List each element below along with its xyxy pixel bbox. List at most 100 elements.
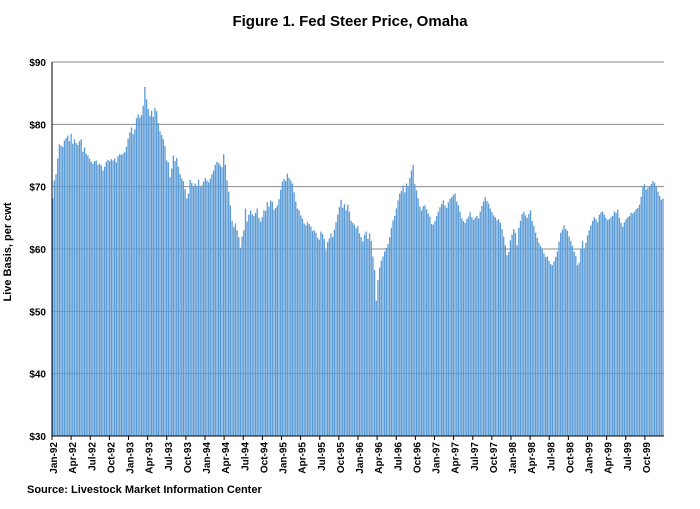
bar [660,199,662,436]
bar [476,215,478,436]
bar [313,230,315,436]
bar [496,220,498,436]
bar [130,127,133,436]
bar [100,165,102,436]
y-tick-label: $50 [29,307,46,318]
y-tick-label: $80 [29,120,46,131]
bar [296,208,299,436]
bar [378,267,381,436]
bar [430,224,433,436]
x-tick-label: Oct-97 [489,442,500,474]
bar [637,207,639,436]
bar [280,189,282,436]
bar [221,167,223,436]
bar [348,211,351,436]
bar [382,256,384,436]
bar [501,229,503,436]
bar [223,154,225,436]
bar [73,139,76,437]
bar [498,219,500,436]
bar [441,204,443,436]
bar [454,193,456,436]
bar [283,179,285,436]
bar [290,180,292,436]
x-tick-label: Jan-96 [355,442,366,474]
bar [295,201,297,436]
bar [494,217,496,436]
bar [182,181,185,436]
x-tick-label: Jan-97 [432,442,443,474]
x-tick-label: Jan-98 [508,442,519,474]
bar [622,226,624,436]
bar [392,220,394,436]
bar [68,141,71,436]
x-tick-label: Jul-94 [240,442,251,471]
bar [640,196,642,436]
y-tick-label: $40 [29,370,46,381]
bar [321,234,324,436]
bar [464,222,466,436]
x-tick-label: Jul-96 [393,442,404,471]
bar [271,201,273,436]
bar [618,217,621,436]
bar [509,240,512,436]
bar [585,242,587,436]
bar [58,144,61,436]
bar [363,234,366,436]
bar [109,161,111,437]
bar [231,220,233,436]
bar [404,192,406,436]
bar [437,211,439,436]
bar [362,241,364,436]
bar [306,222,309,436]
y-tick-labels: $30 $40 $50 $60 $70 $80 $90 [29,58,46,443]
bar [53,180,56,436]
bar [628,215,631,436]
y-tick-label: $90 [29,58,46,69]
bar [125,146,128,436]
x-tick-label: Jan-94 [202,442,213,474]
bar [63,140,66,437]
bar [259,221,262,436]
bar [457,205,460,436]
bar [536,237,538,436]
bar [197,179,200,436]
bar [553,261,555,436]
bar [338,207,341,436]
bar [551,265,553,436]
bar [258,217,260,436]
bar [139,117,141,436]
bar [65,138,67,437]
bar [524,215,527,436]
bar [519,220,522,436]
bar [652,181,654,436]
bar [617,209,619,436]
source-note: Source: Livestock Market Information Cen… [27,484,262,496]
bar [166,160,168,437]
x-tick-label: Oct-98 [565,442,576,474]
bar [60,145,62,436]
bar [268,206,270,436]
bar [397,200,399,436]
bar [375,300,377,436]
x-tick-label: Jul-98 [546,442,557,471]
bar [305,225,307,436]
bar [358,233,361,436]
bar [129,132,131,436]
bar [62,146,64,436]
bar [570,240,572,436]
bar [539,245,542,436]
bar [606,220,609,436]
bar [194,183,196,436]
bar [459,211,461,436]
bar [201,185,203,436]
bar [511,234,513,436]
bar [605,217,607,436]
bar [389,237,391,436]
bar [477,218,480,436]
bar [516,245,518,436]
bar [251,214,253,436]
bar [394,215,396,436]
bar [328,238,330,436]
x-tick-label: Jul-95 [317,442,328,471]
